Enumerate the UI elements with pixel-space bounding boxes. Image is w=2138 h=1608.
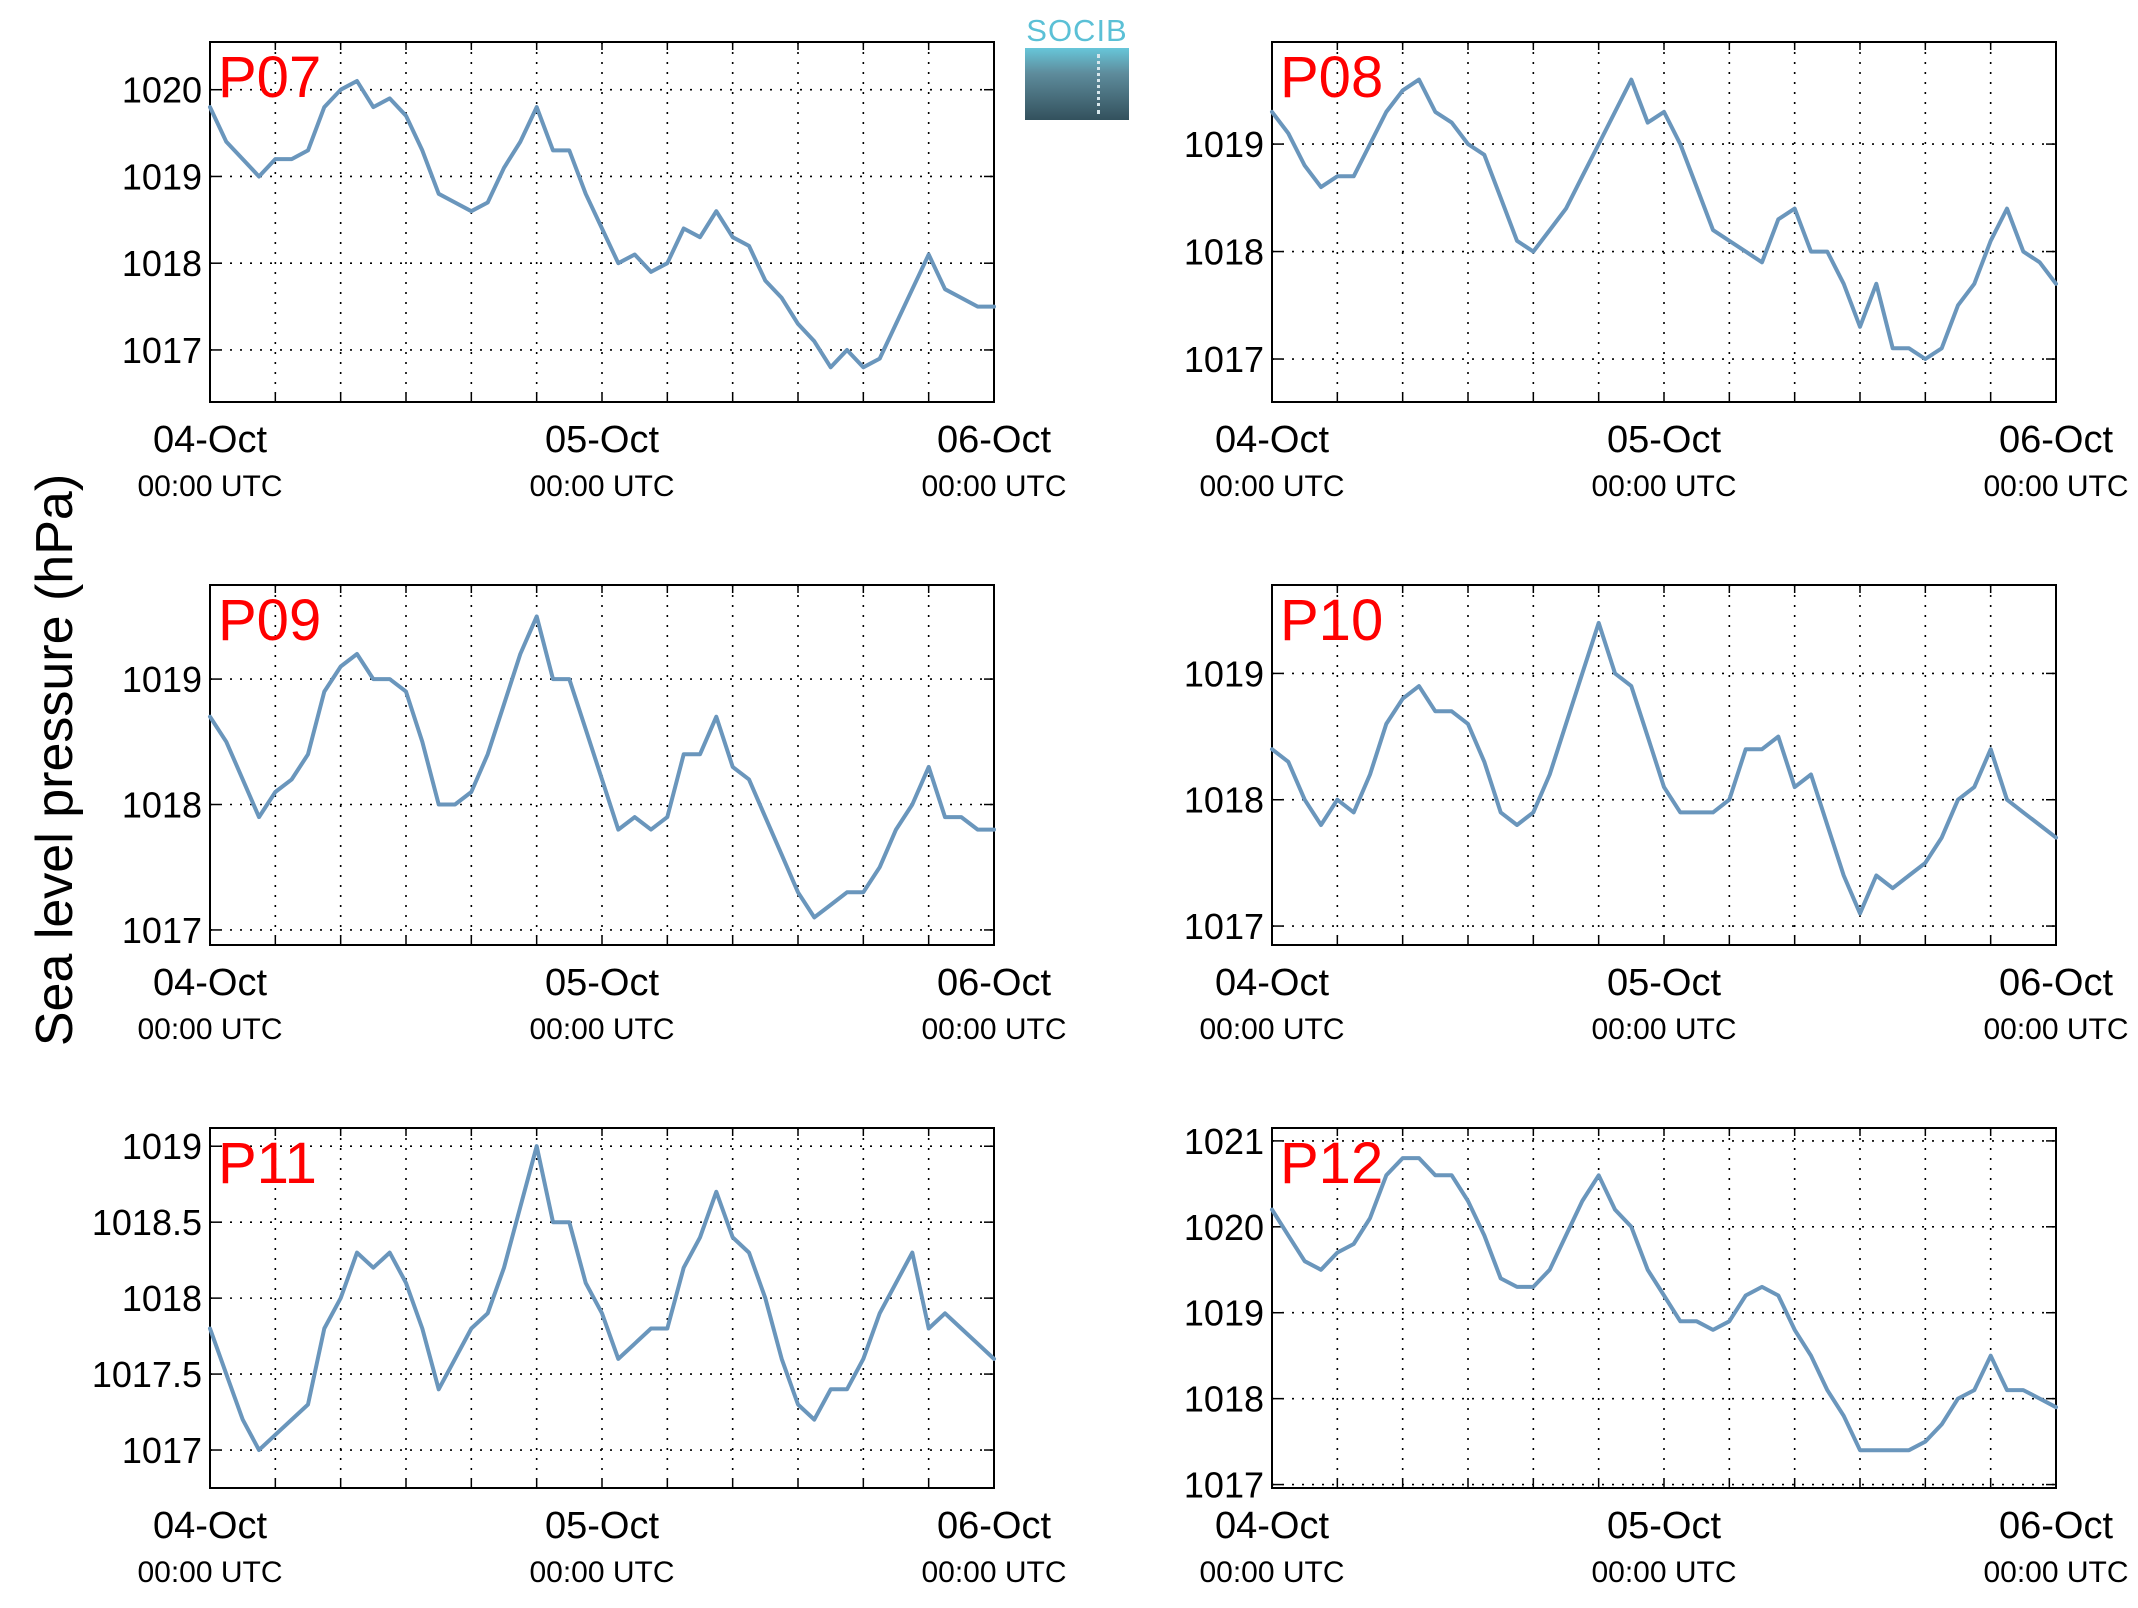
logo-text: SOCIB (1026, 13, 1128, 48)
y-tick-label: 1018 (1184, 780, 1264, 821)
x-tick-time: 00:00 UTC (137, 1013, 282, 1046)
logo-graphic (1025, 48, 1129, 120)
pressure-series-line (1270, 620, 2058, 916)
y-tick-label: 1018 (122, 243, 202, 284)
y-tick-label: 1018 (122, 1278, 202, 1319)
y-tick-label: 1017 (1184, 1465, 1264, 1506)
x-tick-time: 00:00 UTC (1591, 470, 1736, 503)
x-tick-date: 04-Oct (1215, 962, 1329, 1004)
y-tick-label: 1017 (1184, 339, 1264, 380)
x-tick-time: 00:00 UTC (529, 470, 674, 503)
x-tick-time: 00:00 UTC (1199, 1013, 1344, 1046)
pressure-series-line (208, 1144, 996, 1452)
y-tick-label: 1017 (122, 1430, 202, 1471)
y-tick-label: 1017 (122, 330, 202, 371)
x-tick-time: 00:00 UTC (1983, 470, 2128, 503)
pressure-series-line (1270, 1156, 2058, 1453)
x-tick-date: 05-Oct (1607, 419, 1721, 461)
panel-title: P08 (1280, 45, 1383, 110)
panel-title: P11 (218, 1131, 317, 1196)
x-tick-date: 06-Oct (1999, 962, 2113, 1004)
y-tick-label: 1019 (1184, 124, 1264, 165)
panel-title: P09 (218, 588, 321, 653)
x-tick-date: 05-Oct (545, 419, 659, 461)
x-tick-date: 06-Oct (937, 1505, 1051, 1547)
x-tick-date: 04-Oct (1215, 1505, 1329, 1547)
x-tick-date: 04-Oct (1215, 419, 1329, 461)
y-tick-label: 1018 (1184, 232, 1264, 273)
x-tick-date: 04-Oct (153, 419, 267, 461)
x-tick-date: 06-Oct (1999, 419, 2113, 461)
x-tick-time: 00:00 UTC (1591, 1556, 1736, 1589)
panel-title: P10 (1280, 588, 1383, 653)
x-tick-time: 00:00 UTC (921, 1013, 1066, 1046)
y-tick-label: 1020 (1184, 1207, 1264, 1248)
panel-title: P12 (1280, 1131, 1383, 1196)
panel-p11: 1017 1017.5 1018 1018.5 1019 04-Oct 00:00 UTC 0… (92, 1126, 1067, 1589)
panel-title: P07 (218, 45, 321, 110)
y-tick-label: 1019 (1184, 1293, 1264, 1334)
x-tick-date: 05-Oct (545, 962, 659, 1004)
x-tick-date: 06-Oct (1999, 1505, 2113, 1547)
x-tick-time: 00:00 UTC (1983, 1556, 2128, 1589)
pressure-series-line (1270, 77, 2058, 361)
x-tick-time: 00:00 UTC (137, 1556, 282, 1589)
x-tick-time: 00:00 UTC (1983, 1013, 2128, 1046)
x-tick-date: 05-Oct (545, 1505, 659, 1547)
panel-p09: 1017 1018 1019 04-Oct 00:00 UTC 05-Oct 00:00 U… (122, 584, 1067, 1046)
x-tick-date: 05-Oct (1607, 962, 1721, 1004)
x-tick-time: 00:00 UTC (1199, 1556, 1344, 1589)
y-tick-label: 1017.5 (92, 1354, 202, 1395)
panel-p12: 1017 1018 1019 1020 1021 04-Oct 00:00 UTC 05-Oc… (1184, 1121, 2129, 1589)
x-tick-time: 00:00 UTC (1199, 470, 1344, 503)
logo-dotted-line (1097, 54, 1100, 114)
x-tick-date: 04-Oct (153, 1505, 267, 1547)
x-tick-time: 00:00 UTC (137, 470, 282, 503)
y-tick-label: 1018 (122, 785, 202, 826)
y-tick-label: 1017 (1184, 906, 1264, 947)
x-tick-time: 00:00 UTC (529, 1556, 674, 1589)
x-tick-date: 06-Oct (937, 419, 1051, 461)
y-tick-label: 1021 (1184, 1121, 1264, 1162)
x-tick-time: 00:00 UTC (529, 1013, 674, 1046)
y-tick-label: 1019 (122, 156, 202, 197)
x-tick-time: 00:00 UTC (1591, 1013, 1736, 1046)
y-tick-label: 1019 (122, 659, 202, 700)
panels-group: 1017 1018 1019 1020 04-Oct 00:00 UTC 05-Oct 00:… (92, 41, 2129, 1589)
x-tick-date: 05-Oct (1607, 1505, 1721, 1547)
panel-p08: 1017 1018 1019 04-Oct 00:00 UTC 05-Oct 00:00 U… (1184, 41, 2129, 503)
pressure-series-line (208, 614, 996, 920)
y-tick-label: 1018 (1184, 1379, 1264, 1420)
y-tick-label: 1017 (122, 910, 202, 951)
y-tick-label: 1018.5 (92, 1202, 202, 1243)
y-tick-label: 1020 (122, 70, 202, 111)
y-axis-label: Sea level pressure (hPa) (26, 474, 84, 1046)
socib-logo: SOCIB (1025, 14, 1129, 120)
x-tick-date: 06-Oct (937, 962, 1051, 1004)
pressure-series-line (208, 79, 996, 370)
x-tick-date: 04-Oct (153, 962, 267, 1004)
panel-p10: 1017 1018 1019 04-Oct 00:00 UTC 05-Oct 00:00 U… (1184, 584, 2129, 1046)
x-tick-time: 00:00 UTC (921, 1556, 1066, 1589)
y-tick-label: 1019 (122, 1126, 202, 1167)
panel-p07: 1017 1018 1019 1020 04-Oct 00:00 UTC 05-Oct 00:… (122, 41, 1067, 503)
y-tick-label: 1019 (1184, 653, 1264, 694)
x-tick-time: 00:00 UTC (921, 470, 1066, 503)
